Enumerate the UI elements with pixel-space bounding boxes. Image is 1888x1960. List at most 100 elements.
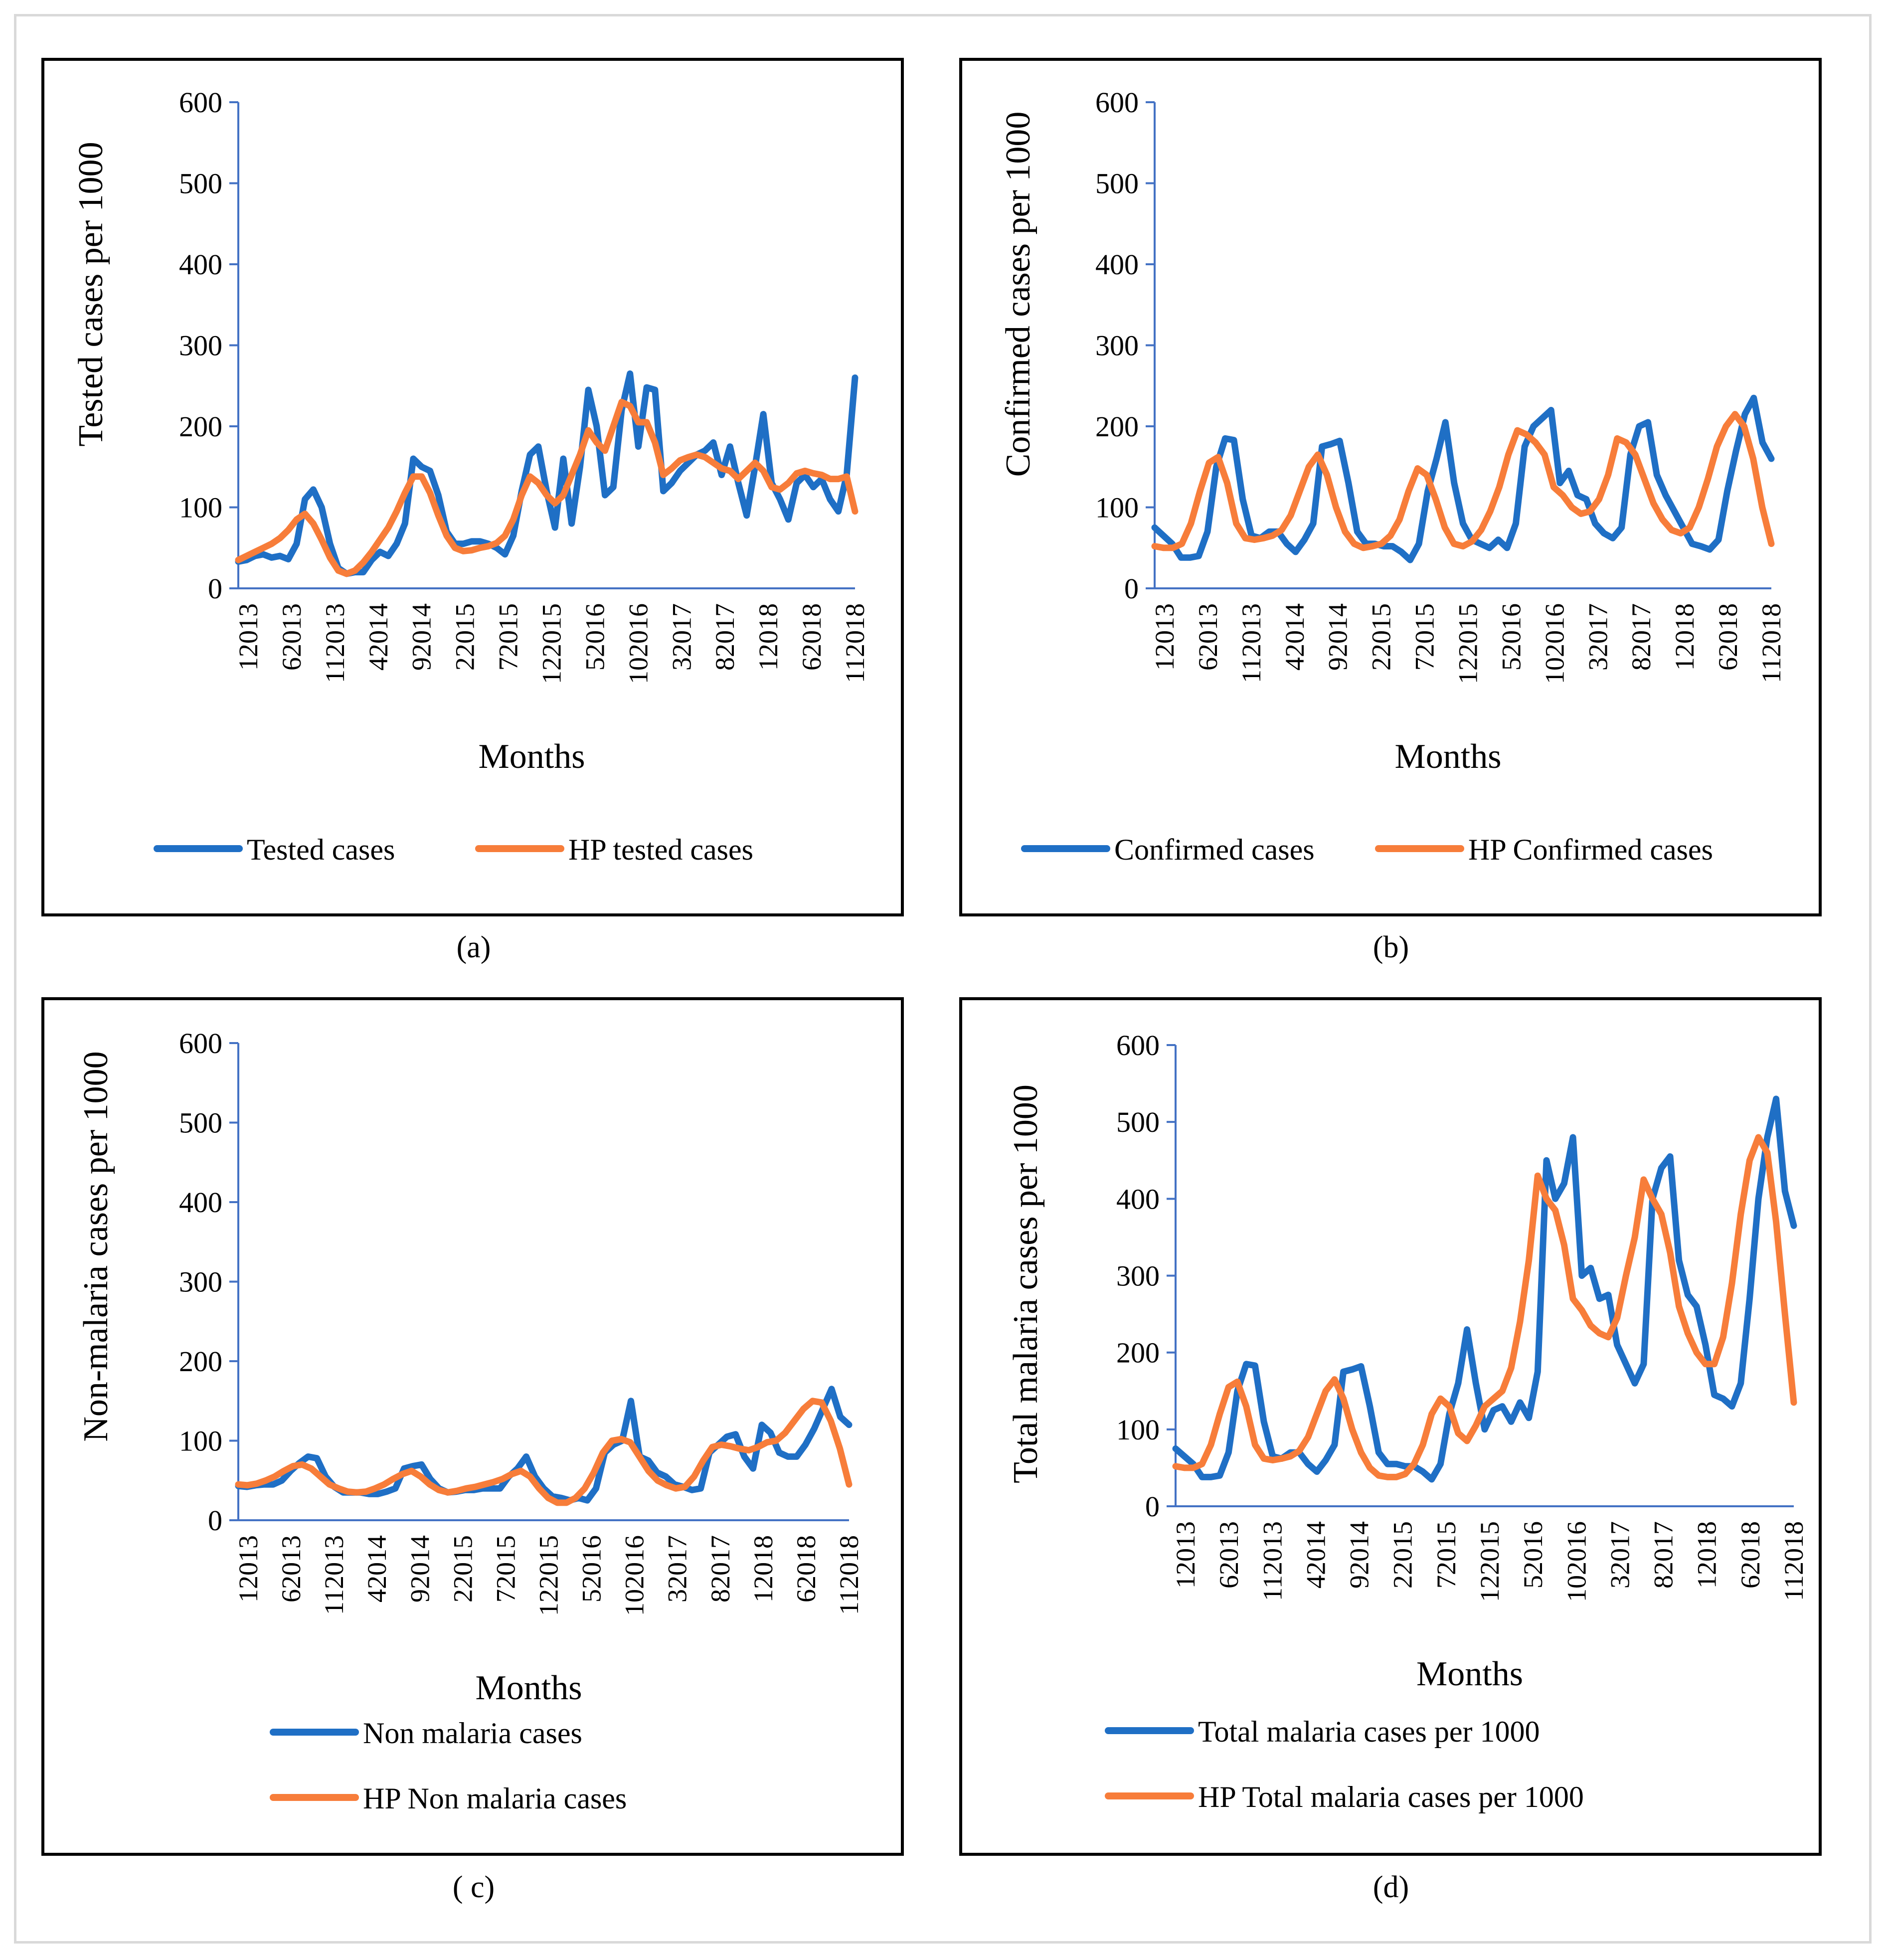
x-tick-label: 62018 — [1713, 603, 1743, 671]
x-axis-title: Months — [1416, 1655, 1523, 1693]
y-tick-label: 300 — [179, 1266, 222, 1298]
series-line-actual — [1172, 1095, 1797, 1483]
y-tick-label: 500 — [179, 1107, 222, 1139]
x-tick-label: 112013 — [1257, 1521, 1287, 1601]
series-line-hp — [1151, 411, 1775, 551]
x-tick-label: 112013 — [319, 1535, 349, 1615]
x-tick-label: 42014 — [363, 603, 393, 671]
caption-d: (d) — [1373, 1870, 1409, 1904]
x-tick-label: 12018 — [1670, 603, 1700, 671]
x-tick-label: 122015 — [537, 603, 567, 684]
x-tick-label: 102016 — [623, 603, 653, 684]
x-axis-title: Months — [476, 1669, 582, 1707]
series-line-hp — [235, 1398, 853, 1506]
x-tick-label: 82017 — [710, 603, 740, 671]
y-tick-label: 300 — [179, 330, 222, 362]
y-tick-label: 300 — [1095, 330, 1139, 362]
x-tick-label: 32017 — [667, 603, 696, 671]
legend-label-actual: Non malaria cases — [363, 1717, 582, 1750]
x-tick-label: 92014 — [405, 1535, 435, 1603]
x-tick-label: 32017 — [663, 1535, 692, 1603]
x-tick-label: 42014 — [362, 1535, 392, 1603]
y-axis-title: Non-malaria cases per 1000 — [77, 1051, 115, 1441]
x-tick-label: 72015 — [491, 1535, 520, 1603]
x-tick-label: 22015 — [1367, 603, 1396, 671]
x-tick-label: 62013 — [276, 1535, 306, 1603]
x-tick-label: 122015 — [1475, 1521, 1505, 1602]
legend-label-actual: Confirmed cases — [1114, 833, 1315, 866]
y-tick-label: 600 — [1116, 1029, 1160, 1062]
x-tick-label: 112018 — [834, 1535, 864, 1615]
x-tick-label: 12018 — [748, 1535, 778, 1603]
x-tick-label: 42014 — [1301, 1521, 1331, 1589]
x-tick-label: 52016 — [580, 603, 610, 671]
x-tick-label: 62013 — [1214, 1521, 1244, 1589]
x-tick-label: 92014 — [1345, 1521, 1374, 1589]
x-tick-label: 122015 — [1453, 603, 1483, 684]
y-axis-title: Total malaria cases per 1000 — [1007, 1084, 1045, 1483]
x-tick-label: 12013 — [233, 1535, 263, 1603]
caption-b: (b) — [1373, 930, 1409, 964]
x-tick-label: 82017 — [1626, 603, 1656, 671]
x-axis-title: Months — [479, 737, 585, 776]
y-tick-label: 100 — [1095, 492, 1139, 524]
y-tick-label: 0 — [1124, 572, 1139, 605]
chart-panel-a: 0 100 200 300 400 500 600 12013 62013 112013 42014… — [72, 86, 870, 866]
x-tick-label: 42014 — [1280, 603, 1310, 671]
x-tick-label: 102016 — [620, 1535, 650, 1616]
y-tick-label: 400 — [1095, 248, 1139, 281]
x-tick-label: 32017 — [1583, 603, 1613, 671]
panel-b-box — [959, 58, 1822, 916]
x-tick-label: 62018 — [797, 603, 827, 671]
figure-frame — [14, 14, 1872, 1944]
panel-a-box — [41, 58, 904, 916]
caption-a: (a) — [456, 930, 491, 964]
x-tick-label: 112013 — [1236, 603, 1266, 683]
y-tick-label: 200 — [1116, 1337, 1160, 1369]
y-tick-label: 500 — [1095, 168, 1139, 200]
x-tick-label: 112013 — [320, 603, 350, 683]
x-tick-label: 72015 — [494, 603, 523, 671]
x-tick-label: 12013 — [233, 603, 263, 671]
x-tick-label: 72015 — [1431, 1521, 1461, 1589]
y-tick-label: 600 — [179, 86, 222, 119]
caption-c: ( c) — [452, 1870, 495, 1904]
legend-label-hp: HP tested cases — [568, 833, 753, 866]
x-tick-label: 92014 — [407, 603, 437, 671]
chart-panel-d: 0 100 200 300 400 500 600 12013 62013 112013 42014… — [1007, 1029, 1809, 1813]
chart-panel-b: 0 100 200 300 400 500 600 12013 62013 112013 42014… — [999, 86, 1786, 866]
y-tick-label: 300 — [1116, 1260, 1160, 1292]
y-tick-label: 400 — [179, 248, 222, 281]
x-tick-label: 112018 — [840, 603, 870, 683]
y-tick-label: 400 — [179, 1186, 222, 1219]
x-tick-label: 62018 — [791, 1535, 821, 1603]
y-axis-title: Confirmed cases per 1000 — [999, 112, 1037, 477]
y-tick-label: 200 — [1095, 410, 1139, 443]
y-tick-label: 400 — [1116, 1183, 1160, 1215]
x-axis-title: Months — [1395, 737, 1502, 776]
y-tick-label: 600 — [1095, 86, 1139, 119]
x-tick-label: 52016 — [577, 1535, 607, 1603]
y-tick-label: 0 — [1145, 1490, 1160, 1523]
x-tick-label: 62013 — [277, 603, 307, 671]
x-tick-label: 102016 — [1561, 1521, 1591, 1602]
x-tick-label: 92014 — [1323, 603, 1353, 671]
y-tick-label: 100 — [179, 1425, 222, 1457]
y-tick-label: 600 — [179, 1027, 222, 1060]
x-tick-label: 72015 — [1410, 603, 1440, 671]
y-axis-title: Tested cases per 1000 — [72, 142, 110, 446]
series-line-hp — [235, 398, 858, 577]
x-tick-label: 12018 — [753, 603, 783, 671]
y-tick-label: 200 — [179, 410, 222, 443]
legend-label-hp: HP Confirmed cases — [1468, 833, 1713, 866]
x-tick-label: 112018 — [1779, 1521, 1809, 1601]
x-tick-label: 12013 — [1171, 1521, 1201, 1589]
y-tick-label: 0 — [208, 572, 222, 605]
x-tick-label: 122015 — [534, 1535, 564, 1616]
chart-panel-c: 0 100 200 300 400 500 600 12013 62013 112013 42014… — [77, 1027, 864, 1815]
x-tick-label: 62013 — [1193, 603, 1223, 671]
y-tick-label: 500 — [1116, 1106, 1160, 1138]
x-tick-label: 62018 — [1735, 1521, 1765, 1589]
legend-label-actual: Total malaria cases per 1000 — [1198, 1715, 1540, 1748]
